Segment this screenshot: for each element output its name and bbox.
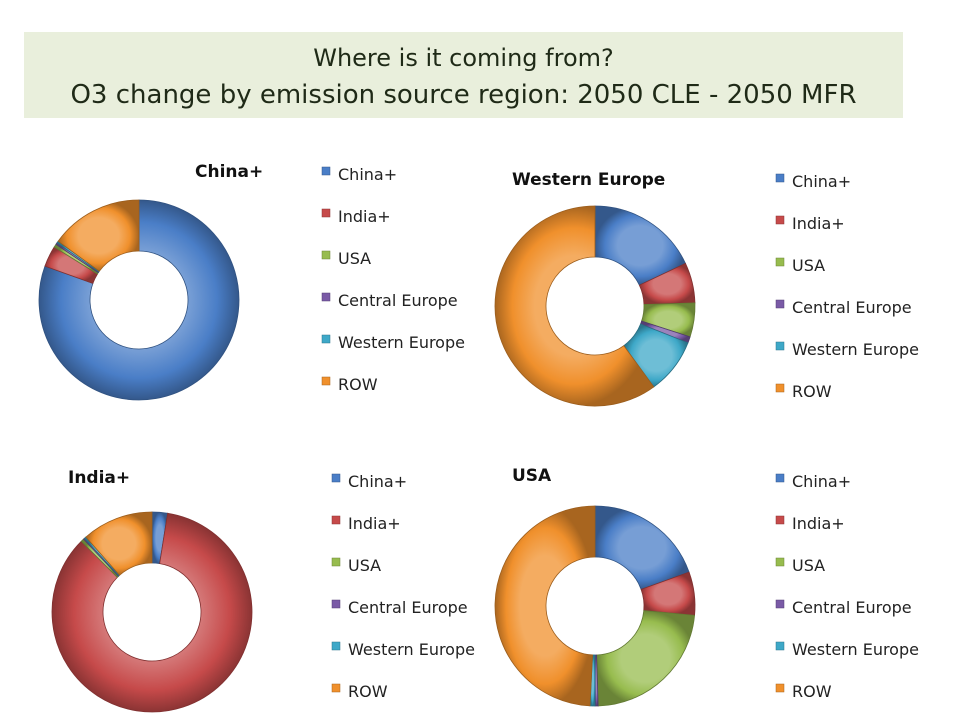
donut-chart-3: USA China+ India+ USA Central Europe Western …	[494, 466, 919, 707]
slice-china-	[38, 199, 240, 401]
legend-swatch	[775, 641, 785, 651]
slice-india-	[51, 512, 253, 713]
slice-row	[494, 205, 655, 407]
legend-swatch	[775, 257, 785, 267]
legend-swatch	[775, 683, 785, 693]
legend-swatch	[775, 215, 785, 225]
slice-row	[494, 505, 596, 707]
legend-swatch	[331, 641, 341, 651]
slice-row	[85, 511, 153, 576]
legend-swatch	[331, 683, 341, 693]
legend-swatch	[321, 250, 331, 260]
legend-label: India+	[792, 214, 845, 233]
legend-label: India+	[348, 514, 401, 533]
legend-swatch	[775, 383, 785, 393]
legend-label: Western Europe	[792, 640, 919, 659]
legend-label: China+	[338, 165, 397, 184]
legend-swatch	[321, 376, 331, 386]
legend-label: Western Europe	[792, 340, 919, 359]
legend-label: USA	[348, 556, 381, 575]
legend-swatch	[775, 173, 785, 183]
legend-swatch	[321, 292, 331, 302]
legend-swatch	[331, 557, 341, 567]
legend-label: ROW	[792, 382, 832, 401]
donut-chart-2: India+ China+ India+ USA Central Europe Weste…	[51, 468, 475, 713]
legend-swatch	[775, 599, 785, 609]
legend-swatch	[321, 166, 331, 176]
title-box: Where is it coming from? O3 change by em…	[24, 32, 903, 118]
chart-title: India+	[68, 468, 130, 488]
slide-subtitle: O3 change by emission source region: 205…	[70, 80, 857, 110]
legend-swatch	[331, 515, 341, 525]
legend-label: USA	[338, 249, 371, 268]
legend-label: USA	[792, 256, 825, 275]
legend-label: China+	[792, 172, 851, 191]
legend-label: India+	[338, 207, 391, 226]
legend-label: USA	[792, 556, 825, 575]
chart-title: China+	[195, 162, 263, 182]
legend-label: Central Europe	[338, 291, 458, 310]
legend-swatch	[775, 299, 785, 309]
legend-label: China+	[348, 472, 407, 491]
legend-label: China+	[792, 472, 851, 491]
chart-title: USA	[512, 466, 552, 486]
legend-swatch	[321, 208, 331, 218]
chart-title: Western Europe	[512, 170, 665, 190]
legend-swatch	[775, 473, 785, 483]
slice-usa	[596, 610, 695, 707]
legend-label: ROW	[338, 375, 378, 394]
legend-swatch	[331, 473, 341, 483]
legend-swatch	[775, 557, 785, 567]
donut-chart-0: China+ China+ India+ USA Central Europe Weste…	[38, 162, 465, 401]
legend-swatch	[775, 515, 785, 525]
legend-label: Central Europe	[792, 298, 912, 317]
legend-label: India+	[792, 514, 845, 533]
slide-title: Where is it coming from?	[313, 44, 614, 72]
legend-label: Western Europe	[348, 640, 475, 659]
donut-chart-1: Western Europe China+ India+ USA Central Eur…	[494, 170, 919, 407]
legend-swatch	[321, 334, 331, 344]
legend-swatch	[331, 599, 341, 609]
legend-swatch	[775, 341, 785, 351]
slice-row	[57, 199, 140, 272]
legend-label: Central Europe	[792, 598, 912, 617]
legend-label: Central Europe	[348, 598, 468, 617]
legend-label: ROW	[348, 682, 388, 701]
legend-label: ROW	[792, 682, 832, 701]
legend-label: Western Europe	[338, 333, 465, 352]
